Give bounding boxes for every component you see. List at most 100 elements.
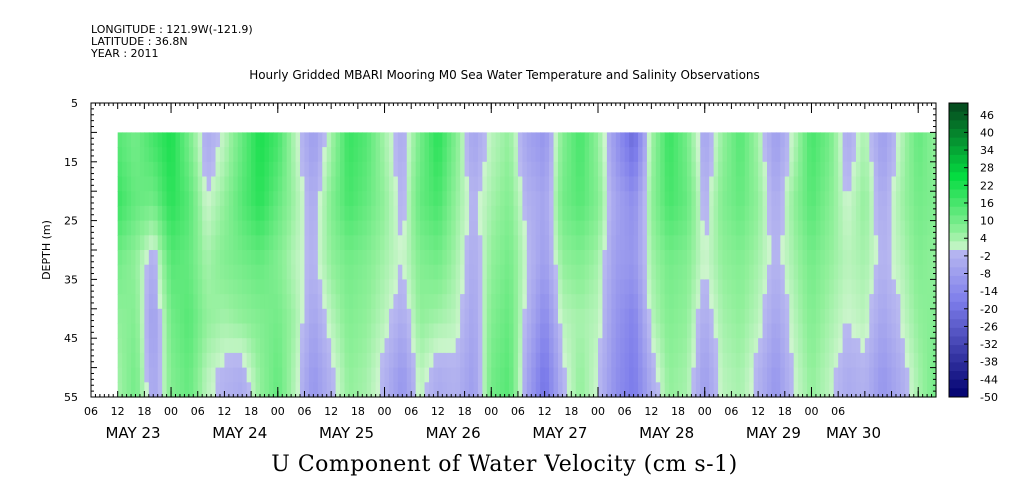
heatmap-cell (651, 250, 657, 266)
heatmap-cell (571, 176, 577, 192)
heatmap-cell (633, 323, 639, 339)
heatmap-cell (255, 161, 261, 178)
heatmap-cell (642, 382, 648, 398)
heatmap-cell (869, 308, 875, 325)
heatmap-cell (673, 176, 679, 192)
heatmap-cell (749, 176, 755, 192)
variable-title: U Component of Water Velocity (cm s-1) (271, 452, 738, 477)
heatmap-cell (513, 235, 519, 251)
heatmap-cell (789, 220, 795, 236)
heatmap-cell (166, 382, 172, 398)
heatmap-cell (798, 132, 804, 148)
heatmap-cell (815, 176, 821, 192)
x-tick-label: 12 (538, 405, 552, 418)
heatmap-cell (153, 176, 159, 192)
heatmap-cell (460, 323, 466, 339)
heatmap-cell (277, 176, 283, 192)
colorbar-bin (949, 319, 968, 329)
heatmap-cell (549, 250, 555, 266)
heatmap-cell (300, 382, 306, 398)
heatmap-cell (509, 235, 515, 251)
heatmap-cell (815, 352, 821, 369)
heatmap-cell (775, 132, 781, 148)
heatmap-cell (602, 220, 608, 236)
heatmap-cell (300, 250, 306, 266)
heatmap-cell (469, 161, 475, 178)
heatmap-cell (335, 220, 341, 236)
heatmap-cell (477, 235, 483, 251)
heatmap-cell (335, 176, 341, 192)
heatmap-cell (651, 382, 657, 398)
heatmap-cell (420, 308, 426, 325)
heatmap-cell (571, 264, 577, 280)
heatmap-cell (500, 279, 506, 295)
heatmap-cell (611, 352, 617, 369)
heatmap-cell (420, 323, 426, 339)
heatmap-cell (131, 205, 137, 222)
heatmap-cell (429, 132, 435, 148)
heatmap-cell (420, 367, 426, 383)
heatmap-cell (664, 367, 670, 383)
heatmap-cell (371, 191, 377, 207)
heatmap-cell (620, 191, 626, 207)
heatmap-cell (215, 294, 221, 310)
heatmap-cell (718, 191, 724, 207)
heatmap-cell (251, 382, 257, 398)
heatmap-cell (726, 161, 733, 178)
heatmap-cell (895, 235, 902, 251)
heatmap-cell (922, 132, 928, 148)
heatmap-cell (117, 382, 123, 398)
heatmap-cell (513, 220, 519, 236)
heatmap-cell (566, 352, 572, 369)
heatmap-cell (584, 205, 590, 222)
heatmap-cell (317, 338, 323, 354)
heatmap-cell (331, 132, 337, 148)
heatmap-cell (473, 132, 479, 148)
heatmap-cell (455, 352, 461, 369)
heatmap-cell (611, 132, 617, 148)
heatmap-cell (789, 205, 795, 222)
heatmap-cell (362, 338, 368, 354)
heatmap-cell (157, 220, 163, 236)
heatmap-cell (380, 132, 386, 148)
heatmap-cell (722, 176, 728, 192)
heatmap-cell (211, 161, 217, 178)
heatmap-cell (664, 323, 670, 339)
heatmap-cell (308, 220, 314, 236)
heatmap-cell (353, 235, 359, 251)
x-tick-label: 00 (164, 405, 178, 418)
heatmap-cell (171, 250, 177, 266)
heatmap-cell (646, 132, 652, 148)
heatmap-cell (420, 147, 426, 163)
heatmap-cell (771, 132, 777, 148)
heatmap-cell (807, 250, 813, 266)
heatmap-cell (598, 205, 604, 222)
heatmap-cell (148, 352, 154, 369)
heatmap-cell (344, 308, 350, 325)
heatmap-cell (260, 382, 266, 398)
heatmap-cell (864, 382, 870, 398)
heatmap-cell (762, 382, 768, 398)
heatmap-cell (340, 205, 346, 222)
heatmap-cell (233, 176, 239, 192)
heatmap-cell (353, 352, 359, 369)
heatmap-cell (602, 191, 608, 207)
heatmap-cell (357, 250, 363, 266)
heatmap-cell (451, 147, 457, 163)
heatmap-cell (620, 367, 626, 383)
heatmap-cell (904, 279, 910, 295)
heatmap-cell (855, 220, 861, 236)
heatmap-cell (887, 191, 893, 207)
heatmap-cell (446, 235, 452, 251)
heatmap-cell (251, 308, 257, 325)
heatmap-cell (366, 220, 372, 236)
heatmap-cell (838, 235, 844, 251)
heatmap-cell (535, 294, 541, 310)
heatmap-cell (931, 382, 937, 398)
heatmap-cell (322, 338, 328, 354)
heatmap-cell (344, 176, 350, 192)
heatmap-cell (549, 367, 555, 383)
heatmap-cell (927, 338, 933, 354)
heatmap-cell (117, 308, 123, 325)
